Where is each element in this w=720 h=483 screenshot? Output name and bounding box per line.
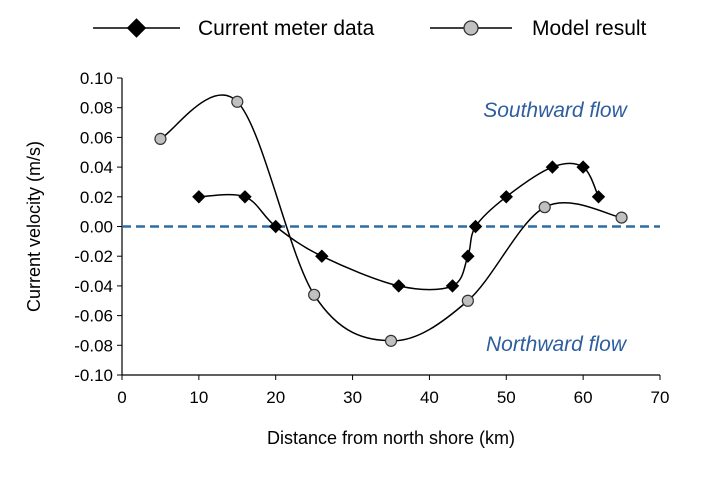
current-meter-point [576,160,590,174]
x-tick-label: 20 [266,388,285,407]
current-meter-point [445,279,460,293]
current-meter-point [499,190,513,204]
model-result-point [384,334,398,347]
y-tick-label: 0.02 [80,188,113,207]
northward-flow-label: Northward flow [486,333,628,356]
legend-model-result-label: Model result [532,17,647,40]
y-tick-label: 0.04 [80,158,113,177]
y-tick-label: 0.08 [80,99,113,118]
x-tick-label: 40 [420,388,439,407]
current-meter-point [192,190,206,204]
y-tick-label: -0.10 [74,366,113,385]
current-meter-point [591,190,606,204]
current-meter-line [198,162,600,291]
x-tick-label: 70 [651,388,670,407]
x-tick-label: 0 [117,388,126,407]
legend-current-meter-label: Current meter data [198,17,375,40]
model-result-point [308,288,321,301]
y-tick-label: -0.02 [74,247,113,266]
model-result-point [231,95,244,108]
y-tick-label: 0.06 [80,128,113,147]
y-axis-title: Current velocity (m/s) [24,141,44,312]
current-meter-point [391,279,406,293]
model-result-point [154,132,167,145]
x-tick-label: 30 [343,388,362,407]
current-meter-point [315,249,329,263]
y-tick-label: 0.10 [80,69,113,88]
legend: Current meter data Model result [93,17,647,40]
x-tick-label: 50 [497,388,516,407]
model-result-point [538,201,551,214]
y-tick-label: -0.06 [74,307,113,326]
current-meter-point [461,249,475,263]
model-result-line [160,94,622,342]
current-meter-series [192,160,606,293]
model-result-point [461,294,474,307]
x-tick-label: 60 [574,388,593,407]
current-meter-point [545,160,560,174]
legend-current-meter-marker [126,18,147,38]
axes: 0.10 0.08 0.06 0.04 0.02 0.00 -0.02 -0.04 -0.06 -… [24,69,669,448]
current-meter-point [269,219,283,234]
southward-flow-label: Southward flow [483,99,628,122]
x-axis-title: Distance from north shore (km) [267,428,515,448]
current-meter-point [238,190,252,204]
current-meter-point [468,219,483,234]
model-result-series [154,94,628,347]
y-tick-label: 0.00 [80,218,113,237]
legend-model-result-marker [463,20,479,36]
y-tick-label: -0.08 [74,336,113,355]
series-layer [154,94,628,347]
y-tick-label: -0.04 [74,277,113,296]
annotation-layer: Southward flow Northward flow [483,99,628,356]
x-tick-label: 10 [189,388,208,407]
model-result-point [615,211,628,224]
